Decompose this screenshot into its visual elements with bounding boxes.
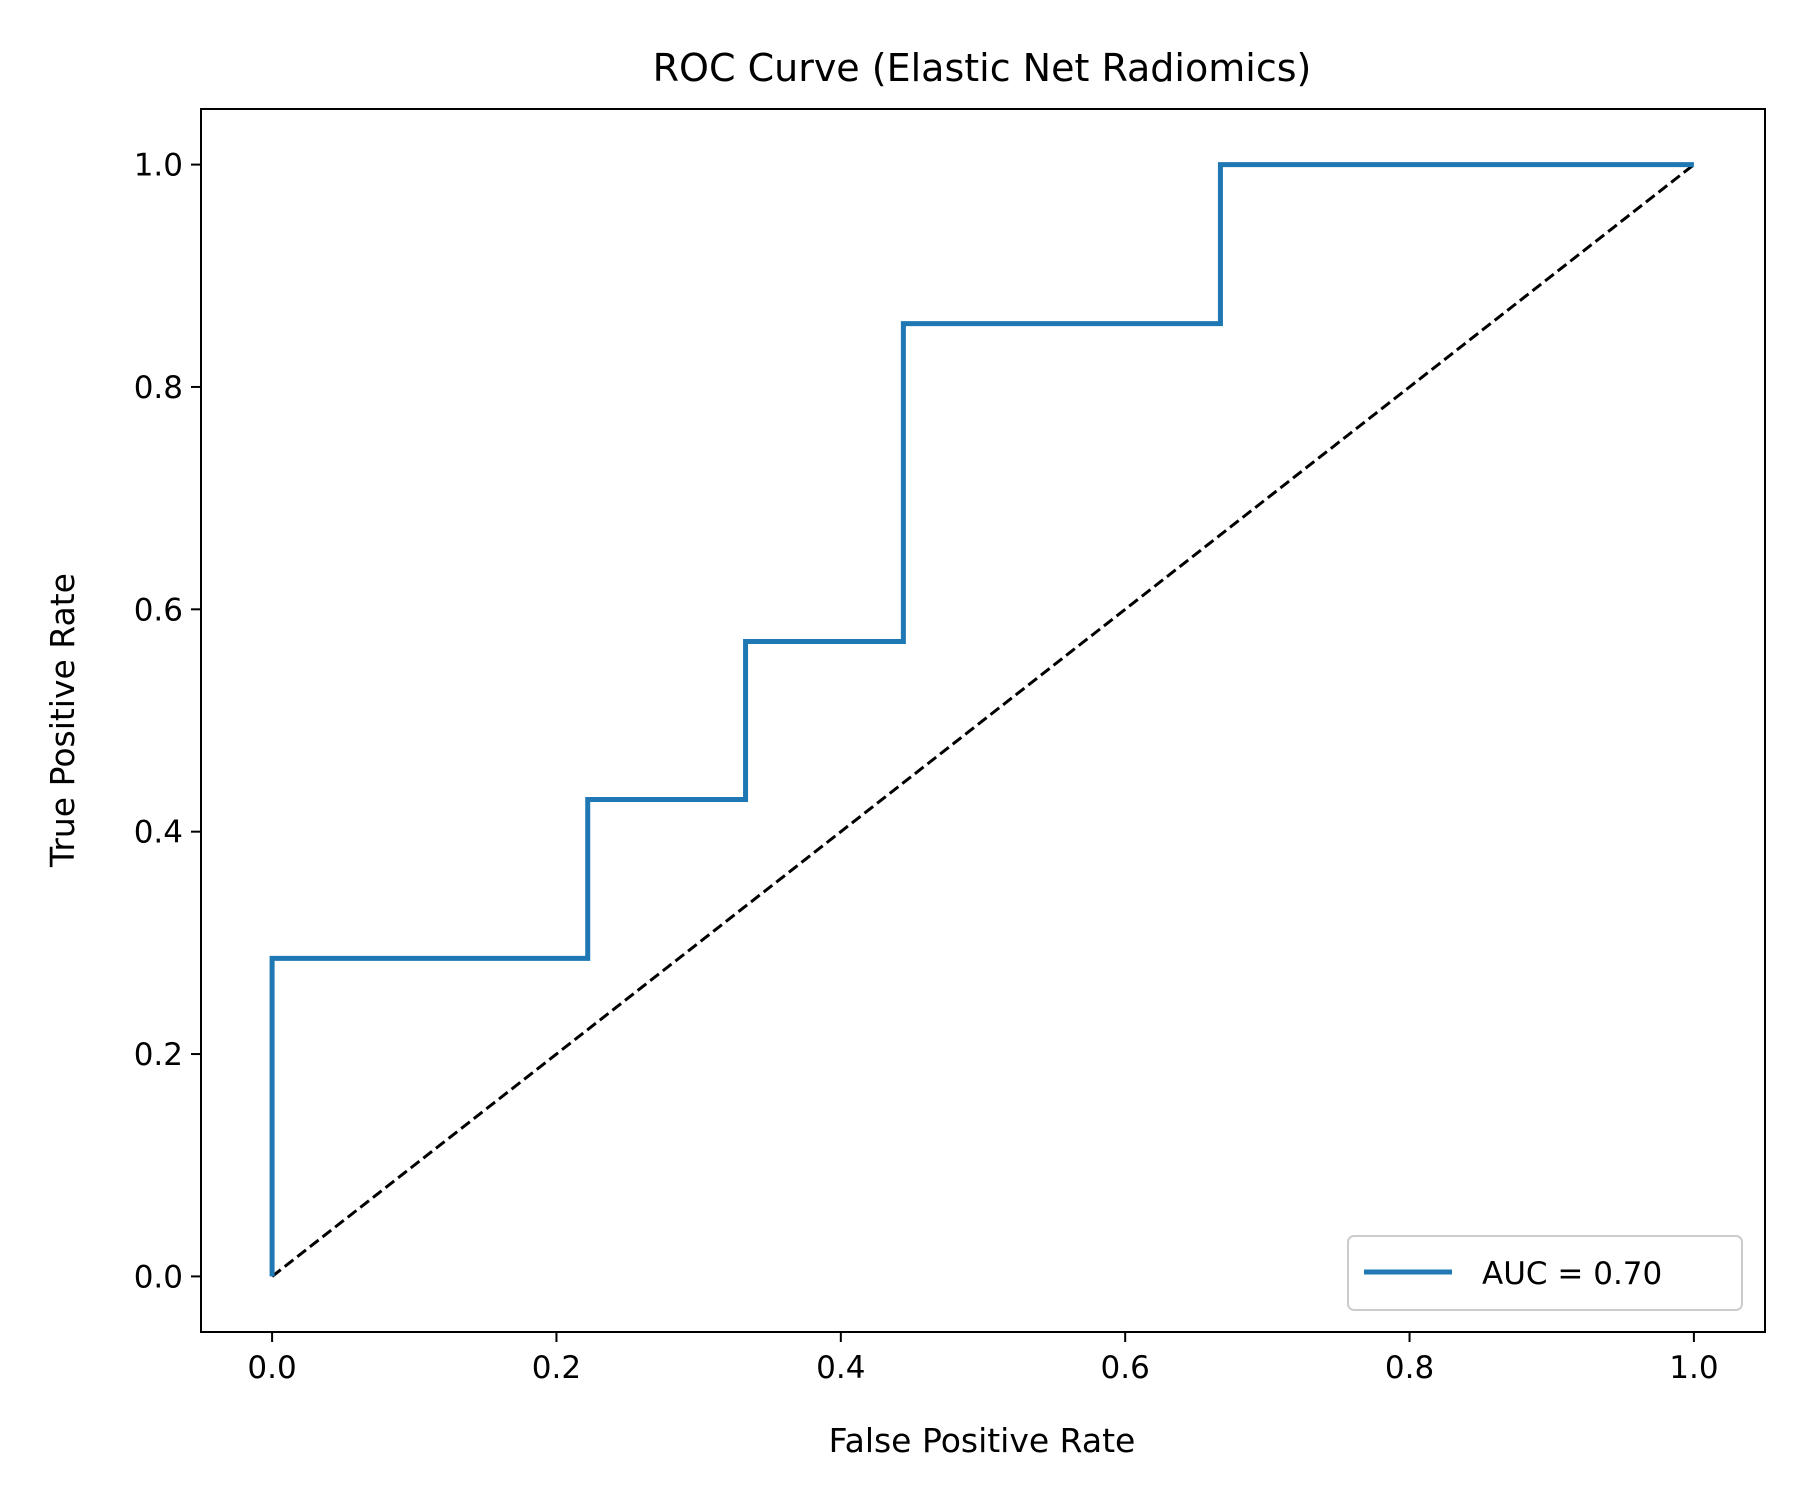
legend-box: [1347, 1235, 1743, 1311]
plot-area-frame: [200, 108, 1766, 1333]
chance-diagonal-line: [271, 163, 1695, 1278]
x-tick-label: 0.2: [532, 1350, 581, 1386]
y-axis-ticks: 0.0 0.2 0.4 0.6 0.8 1.0: [134, 148, 201, 1295]
legend: AUC = 0.70: [1347, 1235, 1743, 1311]
y-tick-label: 0.2: [134, 1037, 183, 1073]
x-tick-label: 1.0: [1669, 1350, 1718, 1386]
x-tick-label: 0.4: [816, 1350, 865, 1386]
y-tick-label: 0.6: [134, 592, 183, 628]
x-tick-label: 0.8: [1385, 1350, 1434, 1386]
roc-curve-line: [269, 162, 1694, 1277]
y-tick-label: 1.0: [134, 148, 183, 184]
legend-label: AUC = 0.70: [1482, 1256, 1662, 1292]
plot-series: [269, 162, 1695, 1278]
x-tick-label: 0.0: [247, 1350, 296, 1386]
x-tick-label: 0.6: [1101, 1350, 1150, 1386]
x-axis-ticks: 0.0 0.2 0.4 0.6 0.8 1.0: [247, 1332, 1719, 1386]
x-axis-label: False Positive Rate: [829, 1421, 1136, 1460]
y-axis-label: True Positive Rate: [43, 573, 82, 868]
y-tick-label: 0.0: [134, 1259, 183, 1295]
y-tick-label: 0.8: [134, 370, 183, 406]
y-tick-label: 0.4: [134, 815, 183, 851]
chart-title: ROC Curve (Elastic Net Radiomics): [653, 46, 1312, 90]
